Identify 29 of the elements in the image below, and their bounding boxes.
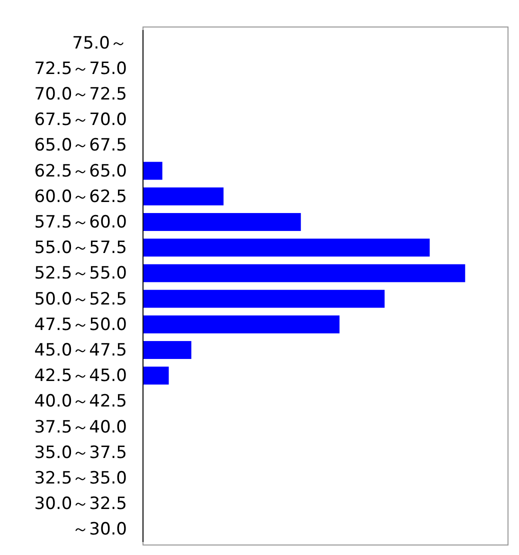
y-tick-label: 50.0～52.5 [34, 289, 127, 310]
y-tick-label: 47.5～50.0 [34, 314, 127, 335]
y-tick-label: 57.5～60.0 [34, 212, 127, 232]
y-tick-label: 70.0～72.5 [34, 84, 127, 104]
bar [143, 213, 301, 231]
bar [143, 315, 340, 334]
y-tick-label: 60.0～62.5 [34, 186, 127, 207]
y-tick-label: 67.5～70.0 [34, 110, 127, 130]
y-tick-label: 32.5～35.0 [34, 468, 127, 488]
y-tick-label: 75.0～ [72, 33, 127, 54]
bar [143, 290, 385, 308]
bar [143, 238, 430, 257]
y-tick-label: 35.0～37.5 [34, 442, 127, 463]
y-tick-label: 52.5～55.0 [34, 264, 127, 284]
bar [143, 366, 169, 385]
bar [143, 162, 162, 180]
y-tick-label: ～30.0 [72, 520, 127, 540]
bar [143, 187, 224, 206]
y-tick-label: 72.5～75.0 [34, 58, 127, 79]
y-tick-label: 45.0～47.5 [34, 340, 127, 360]
y-tick-label: 65.0～67.5 [34, 136, 127, 156]
y-tick-label: 40.0～42.5 [34, 392, 127, 412]
bar [143, 264, 466, 282]
bar [143, 341, 192, 359]
y-tick-label: 42.5～45.0 [34, 366, 127, 386]
y-tick-label: 37.5～40.0 [34, 417, 127, 438]
y-tick-label: 55.0～57.5 [34, 238, 127, 258]
y-tick-label: 30.0～32.5 [34, 494, 127, 514]
y-tick-label: 62.5～65.0 [34, 161, 127, 182]
